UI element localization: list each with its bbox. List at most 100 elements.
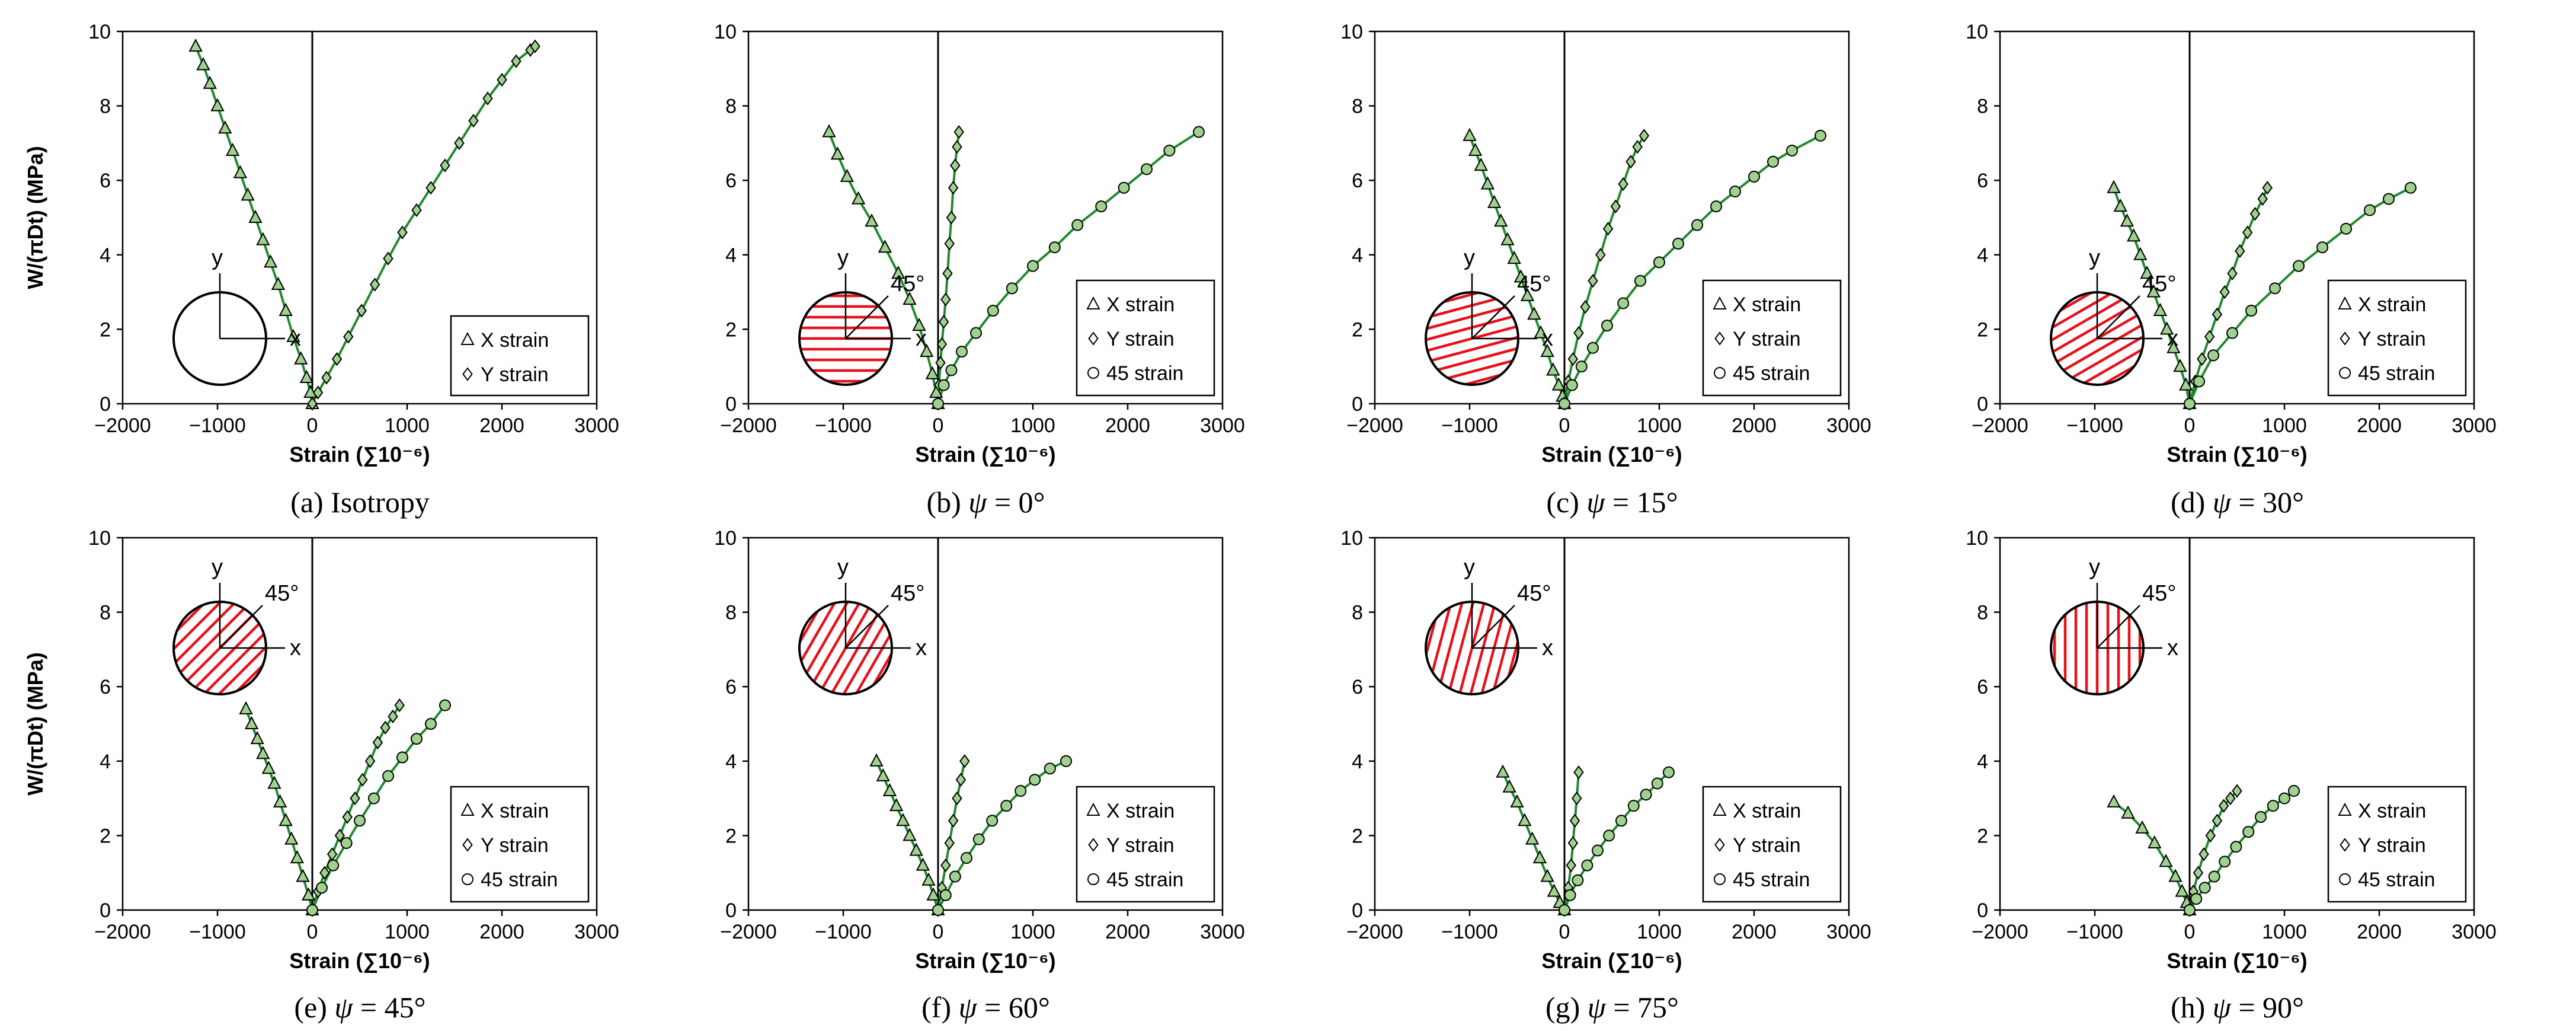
legend-marker bbox=[462, 873, 473, 885]
hatch-line bbox=[1429, 602, 1494, 694]
caption-psi-symbol: ψ bbox=[958, 991, 977, 1024]
hatch-line bbox=[2051, 305, 2143, 385]
data-point bbox=[2146, 284, 2161, 298]
y-tick-label: 6 bbox=[725, 170, 737, 192]
legend-box bbox=[1076, 786, 1215, 903]
data-point bbox=[1595, 248, 1606, 262]
x-tick-label: 2000 bbox=[1105, 921, 1150, 943]
data-point bbox=[1540, 869, 1554, 882]
data-point bbox=[939, 889, 952, 901]
data-point bbox=[2383, 193, 2395, 205]
data-point bbox=[2242, 225, 2253, 240]
x-direction-label: x bbox=[916, 326, 927, 351]
y-tick-label: 2 bbox=[725, 825, 737, 847]
data-point bbox=[936, 337, 948, 352]
data-point bbox=[1653, 256, 1665, 269]
data-point bbox=[296, 869, 310, 882]
data-point bbox=[1615, 815, 1627, 827]
hatch-line bbox=[1426, 602, 1484, 694]
data-point bbox=[1580, 300, 1591, 314]
caption-psi-symbol: ψ bbox=[1586, 486, 1605, 519]
x-tick-label: 2000 bbox=[479, 921, 524, 943]
data-point bbox=[256, 746, 270, 759]
legend-label: Y strain bbox=[481, 834, 549, 857]
data-point bbox=[530, 39, 540, 53]
data-point bbox=[1592, 844, 1604, 857]
x-tick-label: 0 bbox=[933, 414, 944, 437]
diagonal-line bbox=[845, 295, 889, 339]
data-point bbox=[1118, 181, 1130, 194]
caption-label: (d) bbox=[2170, 486, 2213, 519]
legend-marker bbox=[1087, 367, 1099, 379]
data-point bbox=[1610, 199, 1621, 213]
data-point bbox=[411, 203, 422, 218]
data-point bbox=[940, 858, 951, 873]
legend-label: 45 strain bbox=[1733, 869, 1810, 891]
data-point bbox=[2168, 869, 2183, 882]
data-point bbox=[2212, 307, 2223, 321]
y-tick-label: 6 bbox=[1352, 170, 1363, 192]
diagonal-line bbox=[1471, 605, 1515, 649]
legend-marker bbox=[1086, 802, 1100, 816]
data-point bbox=[321, 371, 332, 385]
data-point bbox=[1588, 274, 1598, 288]
data-point bbox=[1520, 288, 1535, 301]
data-point bbox=[1691, 219, 1703, 231]
y-tick-label: 6 bbox=[1977, 676, 1988, 698]
data-point bbox=[1468, 142, 1483, 156]
y-tick-label: 8 bbox=[725, 95, 737, 118]
data-point bbox=[946, 210, 957, 225]
hatch-line bbox=[174, 602, 266, 694]
x-tick-label: −2000 bbox=[720, 921, 777, 943]
data-point bbox=[2135, 820, 2149, 834]
data-point bbox=[1502, 779, 1516, 793]
data-point bbox=[1534, 325, 1548, 339]
y-tick-label: 0 bbox=[100, 393, 111, 416]
x-tick-label: 1000 bbox=[2262, 414, 2307, 437]
hatch-line bbox=[2051, 292, 2143, 385]
data-point bbox=[188, 38, 203, 52]
data-point bbox=[956, 346, 968, 358]
y-tick-label: 4 bbox=[100, 244, 111, 267]
legend-label: X strain bbox=[2358, 800, 2426, 822]
data-point bbox=[225, 142, 240, 156]
data-point bbox=[263, 254, 278, 268]
hatch-line bbox=[804, 602, 892, 694]
data-point bbox=[1525, 831, 1540, 845]
data-point bbox=[926, 887, 940, 901]
x-tick-label: −2000 bbox=[1972, 414, 2028, 437]
data-point bbox=[286, 328, 300, 342]
data-point bbox=[1540, 343, 1554, 358]
legend-marker bbox=[2338, 802, 2352, 816]
caption-label: (h) bbox=[2170, 991, 2213, 1024]
data-point bbox=[331, 352, 343, 366]
legend: X strain Y strain 45 strain bbox=[1076, 279, 1215, 397]
data-point bbox=[440, 158, 450, 173]
data-point bbox=[1494, 213, 1508, 227]
x-direction-label: x bbox=[290, 636, 301, 660]
legend-label: X strain bbox=[1106, 293, 1175, 316]
x-tick-label: 2000 bbox=[479, 414, 524, 437]
data-point bbox=[944, 237, 955, 251]
hatch-line bbox=[1471, 602, 1518, 694]
specimen-diagram: x y 45° bbox=[1425, 555, 1553, 695]
legend-box bbox=[2327, 279, 2467, 397]
data-point bbox=[952, 791, 962, 806]
y-tick-label: 10 bbox=[88, 21, 111, 43]
data-point bbox=[380, 720, 391, 735]
specimen-diagram: x y 45° bbox=[1425, 245, 1553, 386]
data-point bbox=[986, 815, 999, 827]
data-point bbox=[2293, 260, 2305, 272]
legend: X strain Y strain 45 strain bbox=[1702, 786, 1842, 903]
x-axis-title: Strain (∑10⁻⁶) bbox=[2167, 949, 2307, 973]
angle-label: 45° bbox=[1517, 272, 1551, 296]
panel-caption: (b) ψ = 0° bbox=[664, 485, 1307, 519]
data-point bbox=[1193, 126, 1205, 138]
hatch-line bbox=[174, 602, 266, 694]
chart-panel-a: −2000 −1000 0 1000 2000 3000 0 2 4 6 8 10 Strain (∑1… bbox=[23, 21, 619, 467]
data-point bbox=[2279, 792, 2290, 805]
data-point bbox=[2316, 241, 2328, 254]
y-tick-label: 6 bbox=[725, 676, 737, 698]
hatch-line bbox=[174, 602, 266, 694]
